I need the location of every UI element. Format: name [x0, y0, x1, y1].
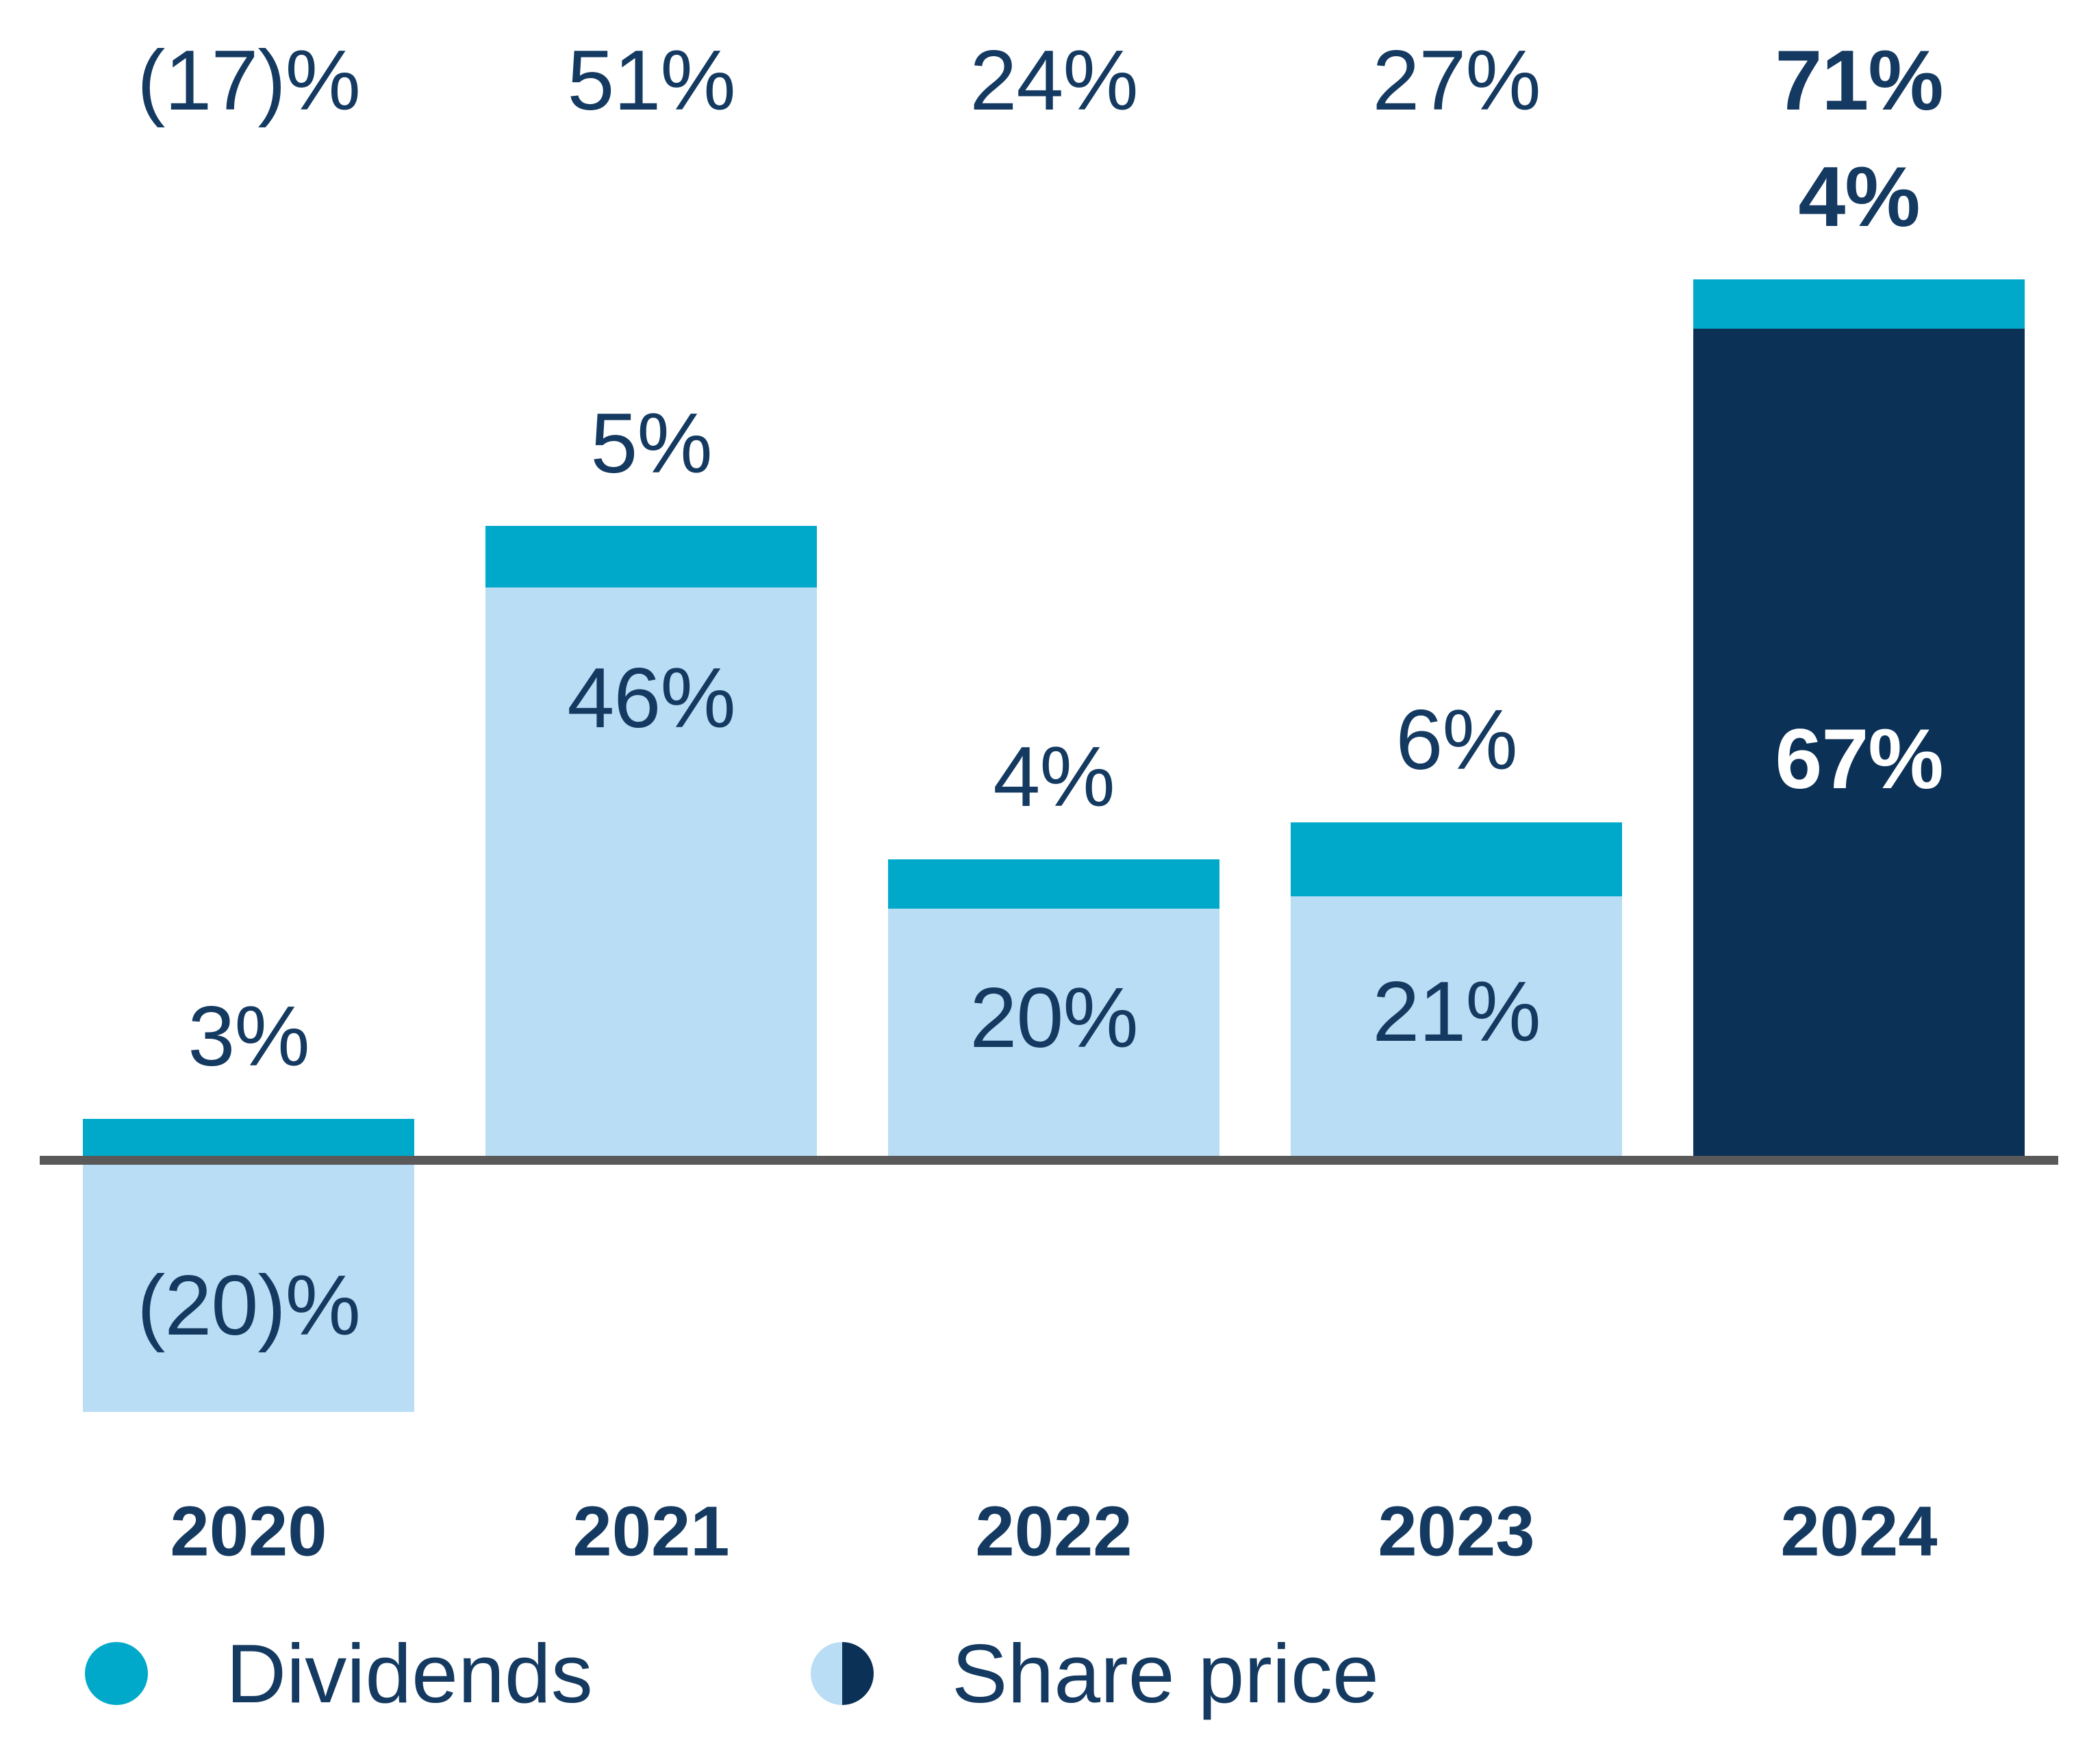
share-price-label: (20)% — [137, 1259, 361, 1353]
share-price-segment — [888, 909, 1219, 1156]
share-price-label: 67% — [1775, 712, 1943, 807]
share-price-label: 21% — [1372, 965, 1541, 1059]
total-label: (17)% — [137, 34, 361, 128]
share-price-segment — [1693, 329, 2025, 1156]
total-label: 24% — [970, 34, 1138, 128]
year-label: 2021 — [572, 1491, 730, 1571]
total-label: 27% — [1372, 34, 1541, 128]
year-label: 2020 — [170, 1491, 327, 1571]
dividends-segment — [485, 526, 817, 588]
share-price-segment — [485, 588, 817, 1156]
year-label: 2022 — [975, 1491, 1133, 1571]
legend-label-share-price: Share price — [952, 1627, 1379, 1720]
legend-label-dividends: Dividends — [226, 1627, 593, 1720]
dividends-label: 6% — [1395, 693, 1517, 787]
total-label: 51% — [567, 34, 735, 128]
share-price-segment — [83, 1165, 414, 1412]
share-price-label: 20% — [970, 971, 1138, 1065]
legend-item-dividends: Dividends — [85, 1632, 593, 1715]
dividends-label: 5% — [590, 396, 712, 491]
dividends-segment — [888, 859, 1219, 909]
legend-item-share-price: Share price — [811, 1632, 1379, 1715]
share-price-swatch-icon — [811, 1642, 874, 1705]
dividends-segment — [1693, 279, 2025, 329]
dividends-label: 3% — [188, 989, 309, 1084]
share-price-segment — [1291, 896, 1622, 1156]
year-label: 2024 — [1780, 1491, 1938, 1571]
total-label: 71% — [1775, 34, 1943, 128]
dividends-label: 4% — [993, 730, 1115, 824]
year-label: 2023 — [1378, 1491, 1535, 1571]
axis-line — [40, 1156, 2058, 1165]
share-price-label: 46% — [567, 651, 735, 746]
dividends-segment — [83, 1119, 414, 1156]
dividends-label: 4% — [1798, 150, 1920, 244]
dividends-swatch-icon — [85, 1642, 148, 1705]
dividends-segment — [1291, 822, 1622, 896]
